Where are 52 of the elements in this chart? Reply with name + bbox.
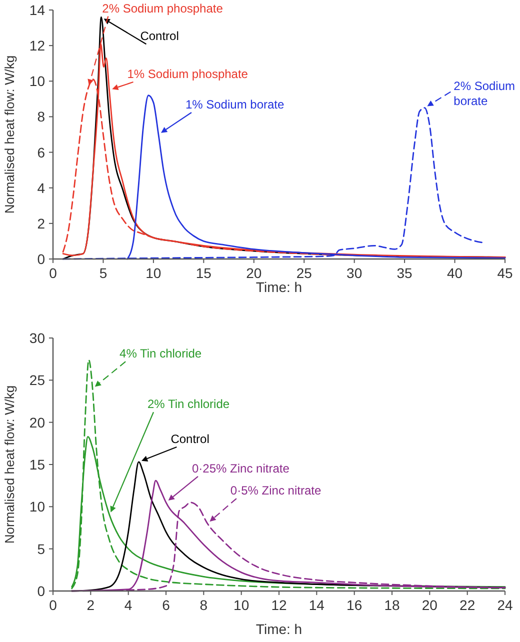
x-tick-label: 20: [422, 597, 438, 613]
text: 1% Sodium borate: [185, 98, 285, 112]
x-tick-label: 20: [246, 265, 262, 281]
x-tick-label: 30: [346, 265, 362, 281]
legend-label: 2% Sodium borate: [454, 78, 516, 108]
x-tick-label: 8: [200, 597, 208, 613]
text: Control: [140, 29, 179, 44]
y-tick-label: 4: [37, 180, 46, 196]
text: 2% Tin chloride: [148, 397, 230, 412]
x-axis-title: Time: h: [256, 279, 302, 295]
x-tick-label: 10: [146, 265, 162, 281]
y-tick-label: 10: [29, 498, 46, 515]
y-tick-label: 15: [29, 456, 46, 472]
x-tick-label: 2: [86, 597, 95, 613]
x-tick-label: 40: [446, 265, 463, 281]
y-tick-label: 5: [37, 540, 46, 557]
y-tick-label: 8: [37, 108, 46, 125]
y-axis-title: Normalised heat flow: W/kg: [2, 385, 17, 544]
x-tick-label: 12: [271, 597, 287, 613]
text: 2% Sodium phosphate: [102, 1, 224, 16]
text: 0·5% Zinc nitrate: [230, 484, 322, 498]
text: Control: [170, 432, 210, 446]
x-tick-label: 0: [49, 265, 58, 281]
x-tick-label: 18: [384, 597, 400, 613]
y-tick-label: 14: [29, 2, 46, 18]
y-tick-label: 2: [37, 215, 46, 232]
x-tick-label: 0: [49, 597, 58, 613]
series-label: 1% Sodium phosphate: [127, 67, 248, 82]
x-tick-label: 10: [234, 597, 250, 613]
x-tick-label: 16: [346, 597, 362, 613]
x-axis-title: Time: h: [256, 621, 302, 637]
x-tick-label: 22: [460, 597, 476, 613]
y-tick-label: 10: [29, 73, 46, 90]
x-tick-label: 25: [296, 265, 312, 281]
y-tick-label: 0: [37, 583, 46, 599]
x-tick-label: 14: [308, 597, 325, 613]
x-tick-label: 15: [196, 265, 212, 281]
y-tick-label: 0: [37, 251, 46, 267]
x-tick-label: 5: [99, 265, 108, 281]
y-tick-label: 25: [29, 372, 46, 388]
x-tick-label: 24: [497, 597, 513, 613]
text: 4% Tin chloride: [120, 346, 202, 361]
y-tick-label: 20: [29, 414, 46, 430]
y-tick-label: 30: [29, 330, 46, 346]
y-tick-label: 12: [29, 38, 46, 54]
y-axis-title: Normalised heat flow: W/kg: [2, 55, 17, 214]
y-tick-label: 6: [37, 144, 46, 160]
text: 0·25% Zinc nitrate: [192, 461, 290, 476]
x-tick-label: 4: [124, 597, 132, 613]
x-tick-label: 45: [497, 265, 513, 281]
x-tick-label: 6: [162, 597, 170, 613]
x-tick-label: 35: [396, 265, 413, 281]
